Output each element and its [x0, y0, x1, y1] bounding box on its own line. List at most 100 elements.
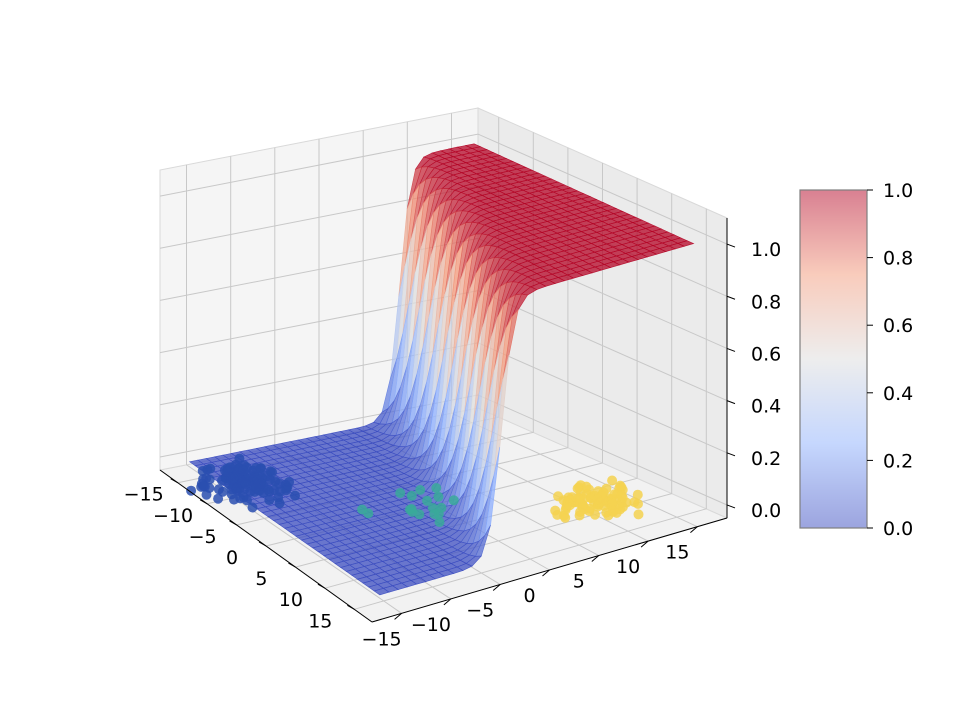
x-tick-label: −5: [189, 526, 217, 548]
x-tick-label: 0: [226, 547, 238, 569]
y-tick-label: −15: [362, 628, 402, 650]
y-tick-label: 5: [573, 571, 585, 593]
colorbar-tick-label: 0.8: [883, 248, 913, 270]
scatter-point: [275, 486, 286, 497]
scatter-point: [204, 474, 215, 485]
scatter-point: [242, 495, 252, 506]
y-tick: [542, 569, 550, 577]
scatter-point: [612, 488, 623, 499]
x-tick-label: −15: [124, 484, 164, 506]
scatter-point: [436, 502, 447, 513]
scatter-point: [290, 490, 300, 501]
colorbar-fill: [799, 189, 868, 529]
z-tick-label: 0.4: [751, 396, 781, 418]
scatter-point: [434, 517, 445, 528]
scatter-point: [262, 484, 273, 495]
x-tick: [288, 562, 296, 568]
z-tick: [726, 347, 736, 352]
scatter-point: [405, 504, 415, 515]
y-tick-label: −5: [466, 599, 494, 621]
colorbar-tick-label: 0.0: [883, 518, 913, 540]
y-tick-label: 15: [665, 542, 689, 564]
scatter-point: [267, 467, 278, 478]
z-gridline: [159, 133, 728, 245]
y-tick: [640, 540, 649, 548]
scatter-point: [247, 502, 258, 513]
scatter-point: [406, 490, 417, 501]
z-tick: [726, 295, 736, 300]
z-tick-label: 0.6: [751, 343, 781, 365]
x-tick-label: 10: [279, 589, 303, 611]
scatter-point: [284, 477, 295, 487]
x-tick-label: 5: [255, 568, 267, 590]
scatter-point: [572, 483, 583, 494]
scatter-point: [615, 480, 626, 491]
z-tick: [726, 452, 736, 457]
scatter-point: [186, 485, 197, 496]
scatter-point: [575, 498, 586, 509]
x-tick: [199, 499, 208, 505]
x-tick: [170, 478, 178, 484]
scatter-point: [633, 498, 643, 509]
x-tick: [317, 583, 326, 589]
scatter-point: [429, 509, 440, 519]
scatter-point: [225, 462, 236, 473]
scatter-point: [433, 491, 444, 502]
scatter-point: [592, 494, 603, 505]
tick-labels: −15−10−5051015−15−10−50510150.00.20.40.6…: [124, 239, 782, 650]
x-gridline: [354, 208, 707, 610]
scatter-point: [251, 482, 262, 493]
scatter-point: [607, 499, 618, 510]
scatter-point: [197, 466, 208, 476]
colorbar-tick-label: 0.6: [883, 315, 913, 337]
colorbar-tick-label: 1.0: [883, 180, 913, 202]
scatter-point: [228, 473, 239, 484]
scatter-point: [357, 504, 368, 515]
scatter-point: [233, 463, 244, 474]
x-tick-label: 15: [308, 610, 332, 632]
x-tick: [347, 604, 355, 610]
scatter-point: [395, 488, 406, 498]
scatter-point: [564, 500, 575, 511]
z-tick-label: 0.0: [751, 500, 781, 522]
z-tick-label: 0.8: [751, 291, 781, 313]
colorbar-tick-label: 0.2: [883, 450, 913, 472]
scatter-point: [431, 483, 442, 493]
scatter-point: [615, 504, 626, 515]
scatter-point: [607, 475, 618, 486]
scatter-point: [213, 484, 224, 495]
scatter-point: [448, 495, 459, 506]
scatter-point: [415, 485, 426, 495]
grid-lines: [159, 113, 728, 614]
scatter-point: [265, 474, 275, 485]
y-tick: [591, 555, 600, 562]
scatter-point: [274, 478, 285, 489]
scatter-point: [422, 495, 432, 506]
scatter-point: [217, 475, 227, 486]
z-tick-label: 1.0: [751, 239, 781, 261]
x-tick: [258, 541, 267, 547]
scatter-point: [198, 481, 209, 492]
scatter-point: [601, 507, 612, 518]
x-tick: [229, 520, 237, 526]
scatter-point: [264, 495, 275, 506]
z-tick: [726, 400, 736, 405]
z-tick: [726, 504, 736, 509]
y-tick-label: −10: [411, 614, 451, 636]
y-tick: [690, 526, 698, 534]
z-tick: [726, 243, 736, 248]
y-gridline: [186, 164, 402, 614]
surface-cell: [373, 587, 390, 596]
scatter-point: [250, 463, 261, 474]
scatter-points: [186, 453, 644, 528]
x-tick-label: −10: [153, 505, 193, 527]
y-tick: [394, 612, 402, 620]
scatter-point: [601, 483, 612, 494]
z-tick-label: 0.2: [751, 448, 781, 470]
y-tick: [492, 584, 501, 591]
colorbar-tick-label: 0.4: [883, 383, 913, 405]
axis-lines: [159, 218, 736, 623]
y-tick-label: 0: [523, 585, 535, 607]
